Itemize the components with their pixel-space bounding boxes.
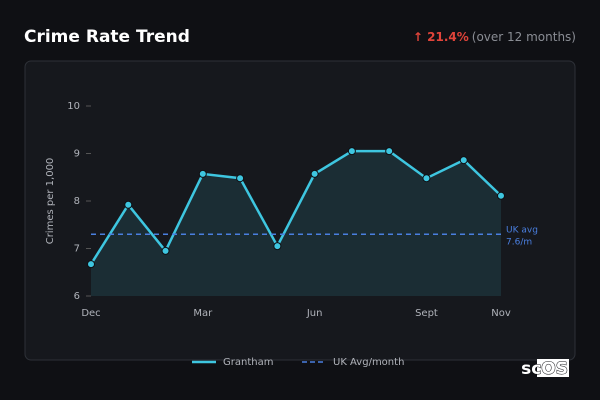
x-tick-label: Nov [491,308,511,319]
point [161,246,170,255]
y-tick-label: 6 [74,291,80,302]
watermark: scOS [521,359,568,379]
x-tick-label: Dec [81,308,100,319]
point [385,147,394,156]
annotation: 7.6/m [506,238,532,248]
y-tick-label: 10 [67,101,80,112]
point [87,260,95,269]
series-line [89,149,502,265]
y-tick-label: 8 [74,196,80,207]
area [91,151,501,296]
title: Crime Rate Trend [24,27,190,47]
watermark-box [537,359,569,377]
y-tick-label: 7 [74,244,80,255]
legend-label: UK Avg/month [333,357,404,368]
x-tick-label: Mar [193,308,213,319]
point [310,169,319,178]
x-tick-label: Sept [415,308,438,319]
x-tick-label: Jun [306,308,323,319]
point [198,169,207,178]
panel [24,60,576,361]
change-summary: ↑ 21.4% (over 12 months) [413,30,576,44]
point [422,174,431,183]
legend-label: Grantham [223,357,273,368]
point [459,156,468,165]
y-tick-label: 9 [74,149,80,160]
change: ↑ 21.4% [413,30,469,44]
point [273,242,282,251]
change-note: (over 12 months) [472,30,576,44]
point [124,200,133,209]
point [347,147,356,156]
point [236,174,245,183]
y-axis-label: Crimes per 1,000 [45,158,56,245]
point [497,191,505,200]
annotation: UK avg [506,226,538,236]
